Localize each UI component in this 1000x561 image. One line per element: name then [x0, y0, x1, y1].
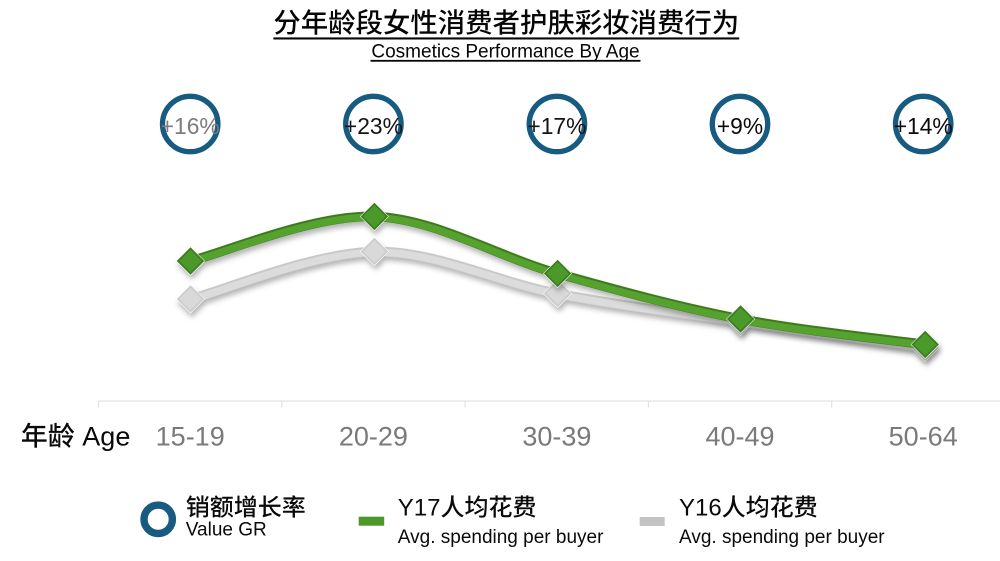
svg-text:+23%: +23% — [344, 113, 403, 139]
svg-text:15-19: 15-19 — [156, 422, 225, 452]
svg-text:Age: Age — [82, 422, 130, 452]
svg-text:Y16: Y16 — [679, 495, 722, 522]
svg-text:50-64: 50-64 — [889, 422, 958, 452]
svg-text:Cosmetics Performance By Age: Cosmetics Performance By Age — [371, 42, 639, 63]
svg-text:Y17: Y17 — [398, 495, 441, 522]
svg-text:+9%: +9% — [717, 113, 763, 139]
svg-text:+14%: +14% — [894, 113, 953, 139]
svg-text:+16%: +16% — [161, 113, 220, 139]
svg-text:Avg. spending per buyer: Avg. spending per buyer — [679, 527, 885, 548]
svg-text:30-39: 30-39 — [522, 422, 591, 452]
svg-text:Avg. spending per buyer: Avg. spending per buyer — [398, 527, 604, 548]
svg-text:Value GR: Value GR — [186, 519, 267, 540]
svg-text:20-29: 20-29 — [339, 422, 408, 452]
svg-text:40-49: 40-49 — [705, 422, 774, 452]
svg-text:+17%: +17% — [527, 113, 586, 139]
